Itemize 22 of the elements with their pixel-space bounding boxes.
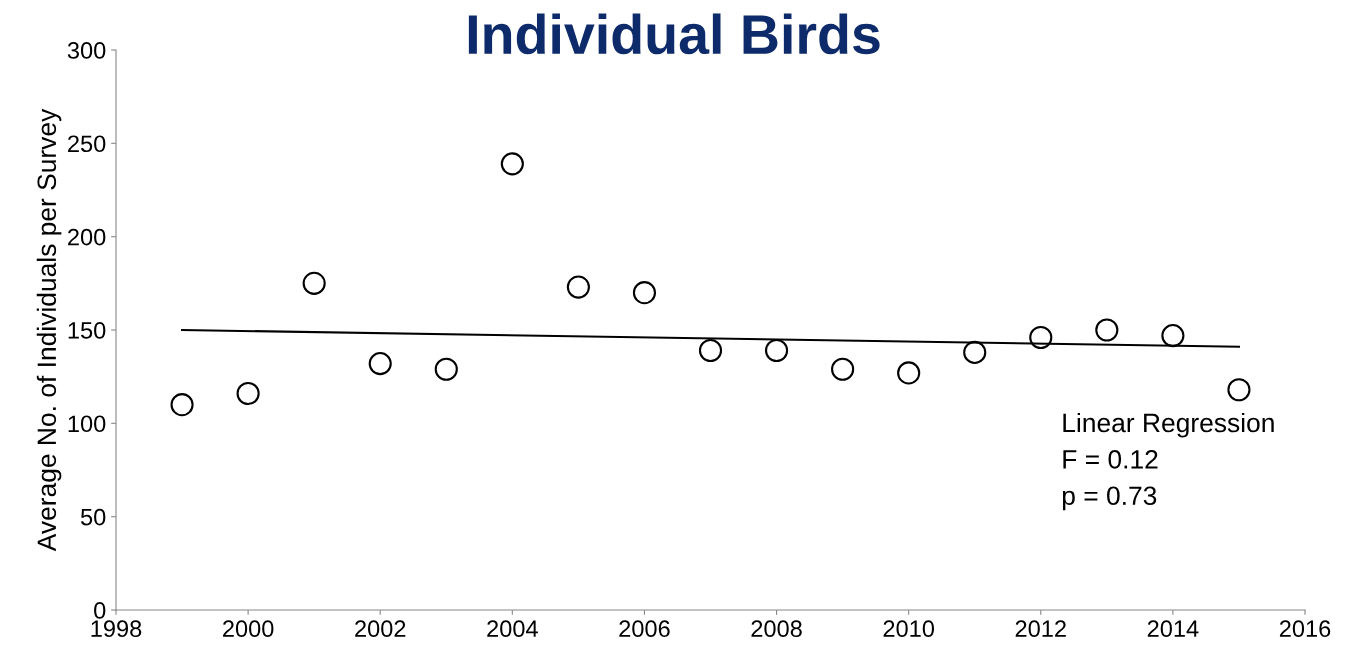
x-tick-label: 2006 <box>619 620 670 638</box>
y-tick-label: 300 <box>67 42 106 59</box>
annotation: F = 0.12 <box>1063 450 1158 469</box>
x-tick-label: 2014 <box>1147 620 1199 638</box>
y-tick-label: 200 <box>68 228 106 246</box>
y-tick-label: 150 <box>68 322 106 339</box>
x-tick-label: 2002 <box>355 620 406 638</box>
x-tick-label: 2012 <box>1015 620 1066 638</box>
y-axis-title: Average No. of Individuals per Survey <box>36 108 62 552</box>
annotation: p = 0.73 <box>1062 486 1157 511</box>
annotation: Linear Regression <box>1063 412 1274 438</box>
x-tick-label: 2004 <box>487 620 538 638</box>
y-tick-label: 50 <box>80 508 106 526</box>
y-tick-label: 250 <box>68 135 106 153</box>
y-tick-label: 0 <box>94 602 106 619</box>
chart-title: Individual Birds <box>468 13 880 55</box>
y-tick-label: 100 <box>68 415 106 433</box>
x-tick-label: 2008 <box>751 620 802 638</box>
x-tick-label: 2000 <box>223 620 274 638</box>
x-tick-label: 2010 <box>883 620 935 638</box>
x-tick-label: 2016 <box>1279 620 1331 638</box>
x-tick-label: 1998 <box>91 620 142 638</box>
